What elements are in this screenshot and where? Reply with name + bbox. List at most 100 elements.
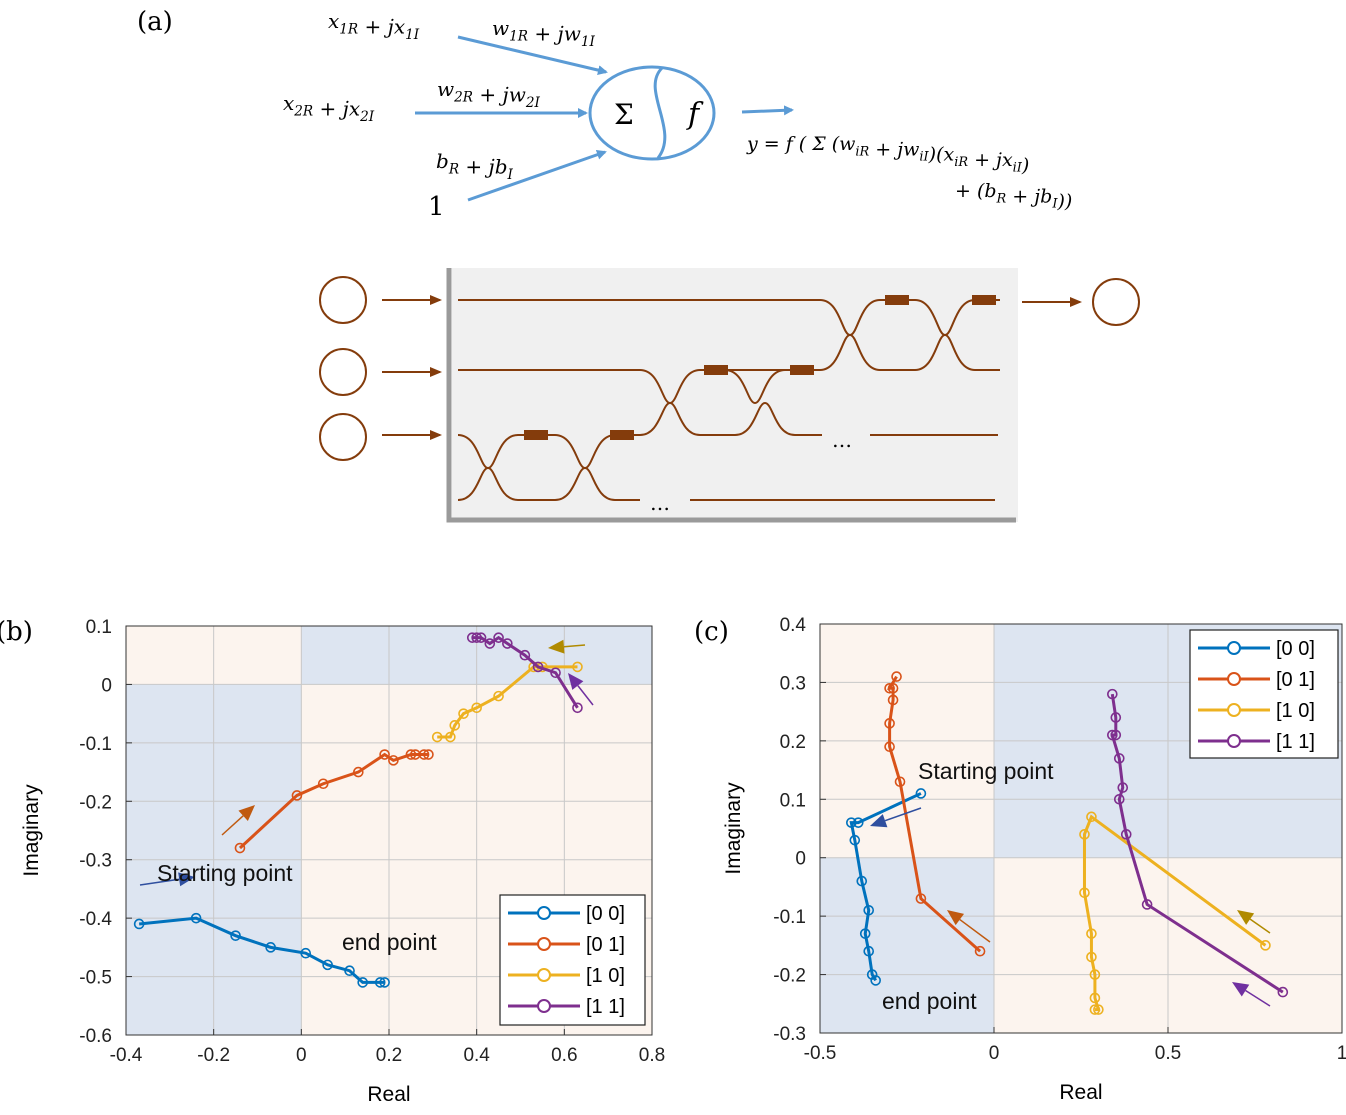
data-point bbox=[1107, 688, 1118, 700]
direction-arrow bbox=[221, 815, 244, 836]
data-point bbox=[344, 965, 355, 977]
data-point bbox=[884, 741, 895, 753]
direction-arrow bbox=[884, 807, 922, 822]
data-point bbox=[133, 918, 145, 930]
data-point bbox=[852, 817, 864, 828]
formula-main: x bbox=[283, 91, 294, 115]
formula-main: x bbox=[328, 9, 339, 33]
ellipsis-row3: … bbox=[832, 428, 852, 452]
chart-b: -0.4 -0.2 0 0.2 0.4 0.6 0.8 0.1 0 -0.1 -0.2 -0.3 -0.… bbox=[20, 617, 665, 1106]
data-point bbox=[1089, 1004, 1101, 1015]
io-arrows bbox=[382, 295, 1082, 440]
direction-arrowhead bbox=[178, 872, 195, 887]
data-point bbox=[863, 904, 875, 916]
x-tick-label: 1 bbox=[1337, 1043, 1346, 1064]
x-axis-label: Real bbox=[367, 1083, 410, 1106]
end-point-annotation: end point bbox=[882, 988, 977, 1014]
series-line bbox=[1110, 693, 1284, 994]
data-point bbox=[1093, 1004, 1104, 1015]
data-point bbox=[1089, 992, 1101, 1004]
data-point bbox=[884, 682, 895, 694]
data-point bbox=[887, 694, 899, 706]
data-point bbox=[265, 942, 276, 953]
data-point bbox=[374, 977, 386, 988]
data-point bbox=[856, 875, 868, 887]
formula-subscript: 2I bbox=[525, 95, 541, 111]
direction-arrow bbox=[577, 685, 594, 706]
data-point bbox=[322, 959, 333, 971]
direction-arrowhead bbox=[238, 805, 255, 821]
data-point bbox=[1086, 811, 1097, 823]
formula-main: + jw bbox=[473, 83, 526, 107]
formula-subscript: iR bbox=[855, 144, 869, 159]
data-point bbox=[1141, 899, 1153, 910]
neuron-divider bbox=[653, 66, 667, 159]
legend-box bbox=[1189, 629, 1339, 759]
data-point bbox=[894, 776, 906, 788]
data-point bbox=[190, 912, 202, 924]
legend-marker bbox=[1227, 734, 1241, 748]
formula-main: ) bbox=[1021, 154, 1029, 176]
end-point-annotation: end point bbox=[342, 929, 437, 955]
formula-main: )) bbox=[1056, 191, 1072, 213]
formula-main: + jx bbox=[968, 149, 1013, 171]
data-point bbox=[550, 667, 561, 679]
data-point bbox=[431, 731, 443, 743]
formula-subscript: 1I bbox=[405, 27, 420, 43]
formula-main: + jx bbox=[358, 15, 405, 39]
y-tick-label: 0.2 bbox=[780, 732, 806, 753]
x-tick-label: 0.8 bbox=[639, 1045, 665, 1066]
data-point bbox=[475, 632, 487, 643]
formula-main: + jx bbox=[313, 97, 360, 121]
y-tick-label: -0.6 bbox=[79, 1026, 112, 1047]
data-point bbox=[1086, 928, 1097, 939]
data-point bbox=[1277, 986, 1289, 998]
phi1-shifter bbox=[972, 295, 996, 305]
output-node-y bbox=[1092, 278, 1140, 326]
y-tick-label: -0.3 bbox=[773, 1024, 806, 1045]
legend-marker bbox=[1227, 703, 1241, 717]
series-line bbox=[886, 675, 982, 953]
input-label-2: x2R + jx2I bbox=[283, 91, 375, 125]
formula-subscript: I bbox=[507, 167, 514, 183]
data-point bbox=[915, 893, 927, 904]
formula-subscript: 1I bbox=[581, 34, 596, 50]
data-point bbox=[300, 947, 312, 959]
weight-label-1: w1R + jw1I bbox=[492, 16, 595, 50]
y-tick-label: -0.5 bbox=[79, 968, 112, 989]
theta1-shifter bbox=[885, 295, 909, 305]
y-tick-label: -0.1 bbox=[773, 907, 806, 928]
data-point bbox=[870, 975, 881, 986]
x-tick-label: 0 bbox=[296, 1045, 307, 1066]
data-point bbox=[379, 977, 390, 988]
legend-marker bbox=[537, 937, 551, 951]
quadrant-bottom-left bbox=[820, 857, 994, 1033]
bias-arrow bbox=[467, 149, 607, 202]
y-tick-label: 0 bbox=[101, 675, 112, 696]
data-point bbox=[418, 749, 430, 760]
data-point bbox=[230, 930, 241, 941]
data-point bbox=[915, 788, 927, 799]
legend-label: [0 0] bbox=[1276, 638, 1315, 660]
sum-symbol: Σ bbox=[614, 98, 634, 131]
direction-arrow bbox=[563, 644, 586, 648]
legend-marker bbox=[1227, 672, 1241, 686]
x-tick-label: -0.4 bbox=[110, 1045, 143, 1066]
legend-marker bbox=[537, 968, 551, 982]
bias-input-label: 1 bbox=[428, 192, 445, 222]
mesh-box bbox=[452, 268, 1018, 522]
plot-frame bbox=[125, 625, 653, 1036]
x-tick-label: -0.5 bbox=[804, 1043, 837, 1064]
data-point bbox=[484, 638, 496, 649]
y-tick-label: 0.1 bbox=[86, 617, 112, 638]
series-line bbox=[138, 916, 385, 984]
data-point bbox=[1107, 729, 1118, 741]
panel-label-c: (c) bbox=[694, 617, 729, 647]
data-point bbox=[532, 661, 544, 673]
plot-frame bbox=[819, 623, 1343, 1034]
panel-label-b: (b) bbox=[0, 617, 33, 647]
data-point bbox=[1120, 829, 1132, 840]
direction-arrowhead bbox=[1232, 982, 1250, 997]
input-label-1: x1R + jx1I bbox=[328, 9, 420, 43]
data-point bbox=[863, 945, 875, 957]
